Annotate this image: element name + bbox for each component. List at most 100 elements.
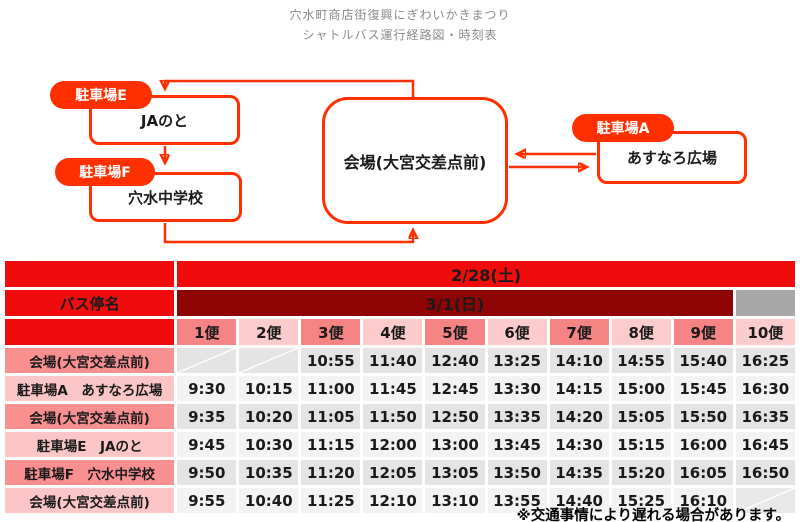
- time-cell: 11:50: [363, 404, 423, 429]
- time-cell: 10:55: [301, 348, 361, 373]
- time-cell: 11:40: [363, 348, 423, 373]
- time-cell: 13:35: [487, 404, 547, 429]
- header-row-sunday: バス停名 3/1(日): [5, 290, 795, 316]
- column-header-bus-1: 1便: [177, 319, 237, 345]
- time-cell: 14:55: [611, 348, 671, 373]
- time-cell: 12:05: [363, 460, 423, 485]
- time-cell: 14:35: [549, 460, 609, 485]
- time-cell: 13:00: [425, 432, 485, 457]
- column-header-bus-7: 7便: [549, 319, 609, 345]
- time-cell: 13:05: [425, 460, 485, 485]
- timetable: 2/28(土) バス停名 3/1(日) 1便 2便 3便 4便 5便 6便 7便…: [2, 258, 798, 516]
- time-cell: 12:40: [425, 348, 485, 373]
- time-cell: 13:30: [487, 376, 547, 401]
- time-cell: 11:20: [301, 460, 361, 485]
- route-lines: [0, 79, 596, 244]
- time-cell: 15:50: [673, 404, 733, 429]
- column-header-bus-4: 4便: [363, 319, 423, 345]
- time-cell: 15:15: [611, 432, 671, 457]
- row-label: 会場(大宮交差点前): [5, 488, 175, 513]
- time-cell: 11:45: [363, 376, 423, 401]
- column-header-bus-9: 9便: [673, 319, 733, 345]
- header-row-bus-numbers: 1便 2便 3便 4便 5便 6便 7便 8便 9便 10便: [5, 319, 795, 345]
- column-header-bus-8: 8便: [611, 319, 671, 345]
- table-row-venue-3: 会場(大宮交差点前) 9:55 10:40 11:25 12:10 13:10 …: [5, 488, 795, 513]
- page-subtitle: シャトルバス運行経路図・時刻表: [302, 28, 498, 42]
- time-cell: 9:50: [177, 460, 237, 485]
- badge-parking-e: 駐車場E: [50, 81, 152, 109]
- time-cell: 15:25: [611, 488, 671, 513]
- time-cell: 12:00: [363, 432, 423, 457]
- row-label: 会場(大宮交差点前): [5, 404, 175, 429]
- time-cell: 12:10: [363, 488, 423, 513]
- route-venue-to-parking-e-arrow: [165, 79, 415, 98]
- time-cell: 13:10: [425, 488, 485, 513]
- time-cell: 13:25: [487, 348, 547, 373]
- time-cell: 11:15: [301, 432, 361, 457]
- time-cell: 10:20: [239, 404, 299, 429]
- corner-cell-bottom: [5, 319, 175, 345]
- header-row-saturday: 2/28(土): [5, 261, 795, 287]
- date-sunday-cell: 3/1(日): [177, 290, 733, 316]
- time-cell: 11:05: [301, 404, 361, 429]
- corner-cell-top: [5, 261, 175, 287]
- time-cell: 11:25: [301, 488, 361, 513]
- time-cell: 13:55: [487, 488, 547, 513]
- table-row-venue-2: 会場(大宮交差点前) 9:35 10:20 11:05 11:50 12:50 …: [5, 404, 795, 429]
- time-cell: 15:45: [673, 376, 733, 401]
- row-label: 駐車場E JAのと: [5, 432, 175, 457]
- time-cell: 15:05: [611, 404, 671, 429]
- time-cell: 10:30: [239, 432, 299, 457]
- time-cell: 16:50: [735, 460, 795, 485]
- time-cell: 15:20: [611, 460, 671, 485]
- column-header-bus-10: 10便: [735, 319, 795, 345]
- time-cell: 16:05: [673, 460, 733, 485]
- time-cell: 16:10: [673, 488, 733, 513]
- time-cell: 14:40: [549, 488, 609, 513]
- time-cell: 9:35: [177, 404, 237, 429]
- page-title: 穴水町商店街復興にぎわいかきまつり: [289, 8, 511, 22]
- delay-disclaimer-note: ※交通事情により遅れる場合があります。: [516, 508, 790, 522]
- time-cell: 14:20: [549, 404, 609, 429]
- time-cell: 10:15: [239, 376, 299, 401]
- time-cell: 10:35: [239, 460, 299, 485]
- row-label: 駐車場F 穴水中学校: [5, 460, 175, 485]
- time-cell: 15:00: [611, 376, 671, 401]
- time-cell-no-service: [239, 348, 299, 373]
- table-row-parking-e: 駐車場E JAのと 9:45 10:30 11:15 12:00 13:00 1…: [5, 432, 795, 457]
- time-cell: 12:45: [425, 376, 485, 401]
- time-cell-no-service: [735, 488, 795, 513]
- stop-box-asunaro-plaza: あすなろ広場: [597, 131, 747, 184]
- time-cell: 14:30: [549, 432, 609, 457]
- time-cell: 13:45: [487, 432, 547, 457]
- time-cell: 15:40: [673, 348, 733, 373]
- time-cell: 13:50: [487, 460, 547, 485]
- time-cell: 14:15: [549, 376, 609, 401]
- column-header-bus-2: 2便: [239, 319, 299, 345]
- time-cell: 16:45: [735, 432, 795, 457]
- bus-stop-name-header: バス停名: [5, 290, 175, 316]
- row-label: 駐車場A あすなろ広場: [5, 376, 175, 401]
- table-row-venue-1: 会場(大宮交差点前) 10:55 11:40 12:40 13:25 14:10…: [5, 348, 795, 373]
- time-cell: 10:40: [239, 488, 299, 513]
- route-parking-f-to-venue-arrow: [163, 223, 413, 244]
- time-cell: 11:00: [301, 376, 361, 401]
- table-row-parking-f: 駐車場F 穴水中学校 9:50 10:35 11:20 12:05 13:05 …: [5, 460, 795, 485]
- sunday-no-service-cell: [735, 290, 795, 316]
- badge-parking-f: 駐車場F: [55, 158, 155, 186]
- table-row-parking-a: 駐車場A あすなろ広場 9:30 10:15 11:00 11:45 12:45…: [5, 376, 795, 401]
- column-header-bus-6: 6便: [487, 319, 547, 345]
- time-cell-no-service: [177, 348, 237, 373]
- column-header-bus-5: 5便: [425, 319, 485, 345]
- time-cell: 16:00: [673, 432, 733, 457]
- time-cell: 9:45: [177, 432, 237, 457]
- row-label: 会場(大宮交差点前): [5, 348, 175, 373]
- time-cell: 9:30: [177, 376, 237, 401]
- time-cell: 16:30: [735, 376, 795, 401]
- time-cell: 16:35: [735, 404, 795, 429]
- route-diagram: JAのと 穴水中学校 会場(大宮交差点前) あすなろ広場 駐車場E 駐車場F 駐…: [0, 0, 800, 258]
- badge-parking-a: 駐車場A: [572, 114, 674, 142]
- column-header-bus-3: 3便: [301, 319, 361, 345]
- time-cell: 12:50: [425, 404, 485, 429]
